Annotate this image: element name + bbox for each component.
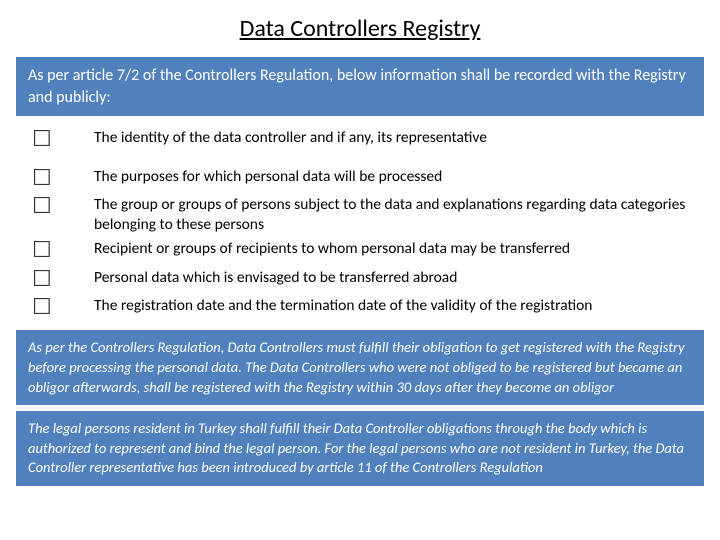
list-item-text: The identity of the data controller and … [66,126,696,148]
intro-box: As per article 7/2 of the Controllers Re… [16,57,704,116]
list-item: ☐ The purposes for which personal data w… [24,165,696,191]
list-item: ☐ Personal data which is envisaged to be… [24,266,696,292]
checkbox-icon: ☐ [24,126,66,152]
list-item: ☐ The identity of the data controller an… [24,126,696,152]
list-item-text: The purposes for which personal data wil… [66,165,696,187]
checkbox-icon: ☐ [24,294,66,320]
checklist: ☐ The identity of the data controller an… [24,126,696,320]
list-item-text: Personal data which is envisaged to be t… [66,266,696,288]
list-item: ☐ The registration date and the terminat… [24,294,696,320]
checkbox-icon: ☐ [24,165,66,191]
checkbox-icon: ☐ [24,266,66,292]
note-box-2: The legal persons resident in Turkey sha… [16,411,704,486]
list-item-text: The group or groups of persons subject t… [66,193,696,235]
checkbox-icon: ☐ [24,237,66,263]
list-item: ☐ Recipient or groups of recipients to w… [24,237,696,263]
list-item: ☐ The group or groups of persons subject… [24,193,696,235]
page-title: Data Controllers Registry [0,0,720,51]
list-item-text: The registration date and the terminatio… [66,294,696,316]
checkbox-icon: ☐ [24,193,66,219]
note-box-1: As per the Controllers Regulation, Data … [16,330,704,405]
list-item-text: Recipient or groups of recipients to who… [66,237,696,259]
